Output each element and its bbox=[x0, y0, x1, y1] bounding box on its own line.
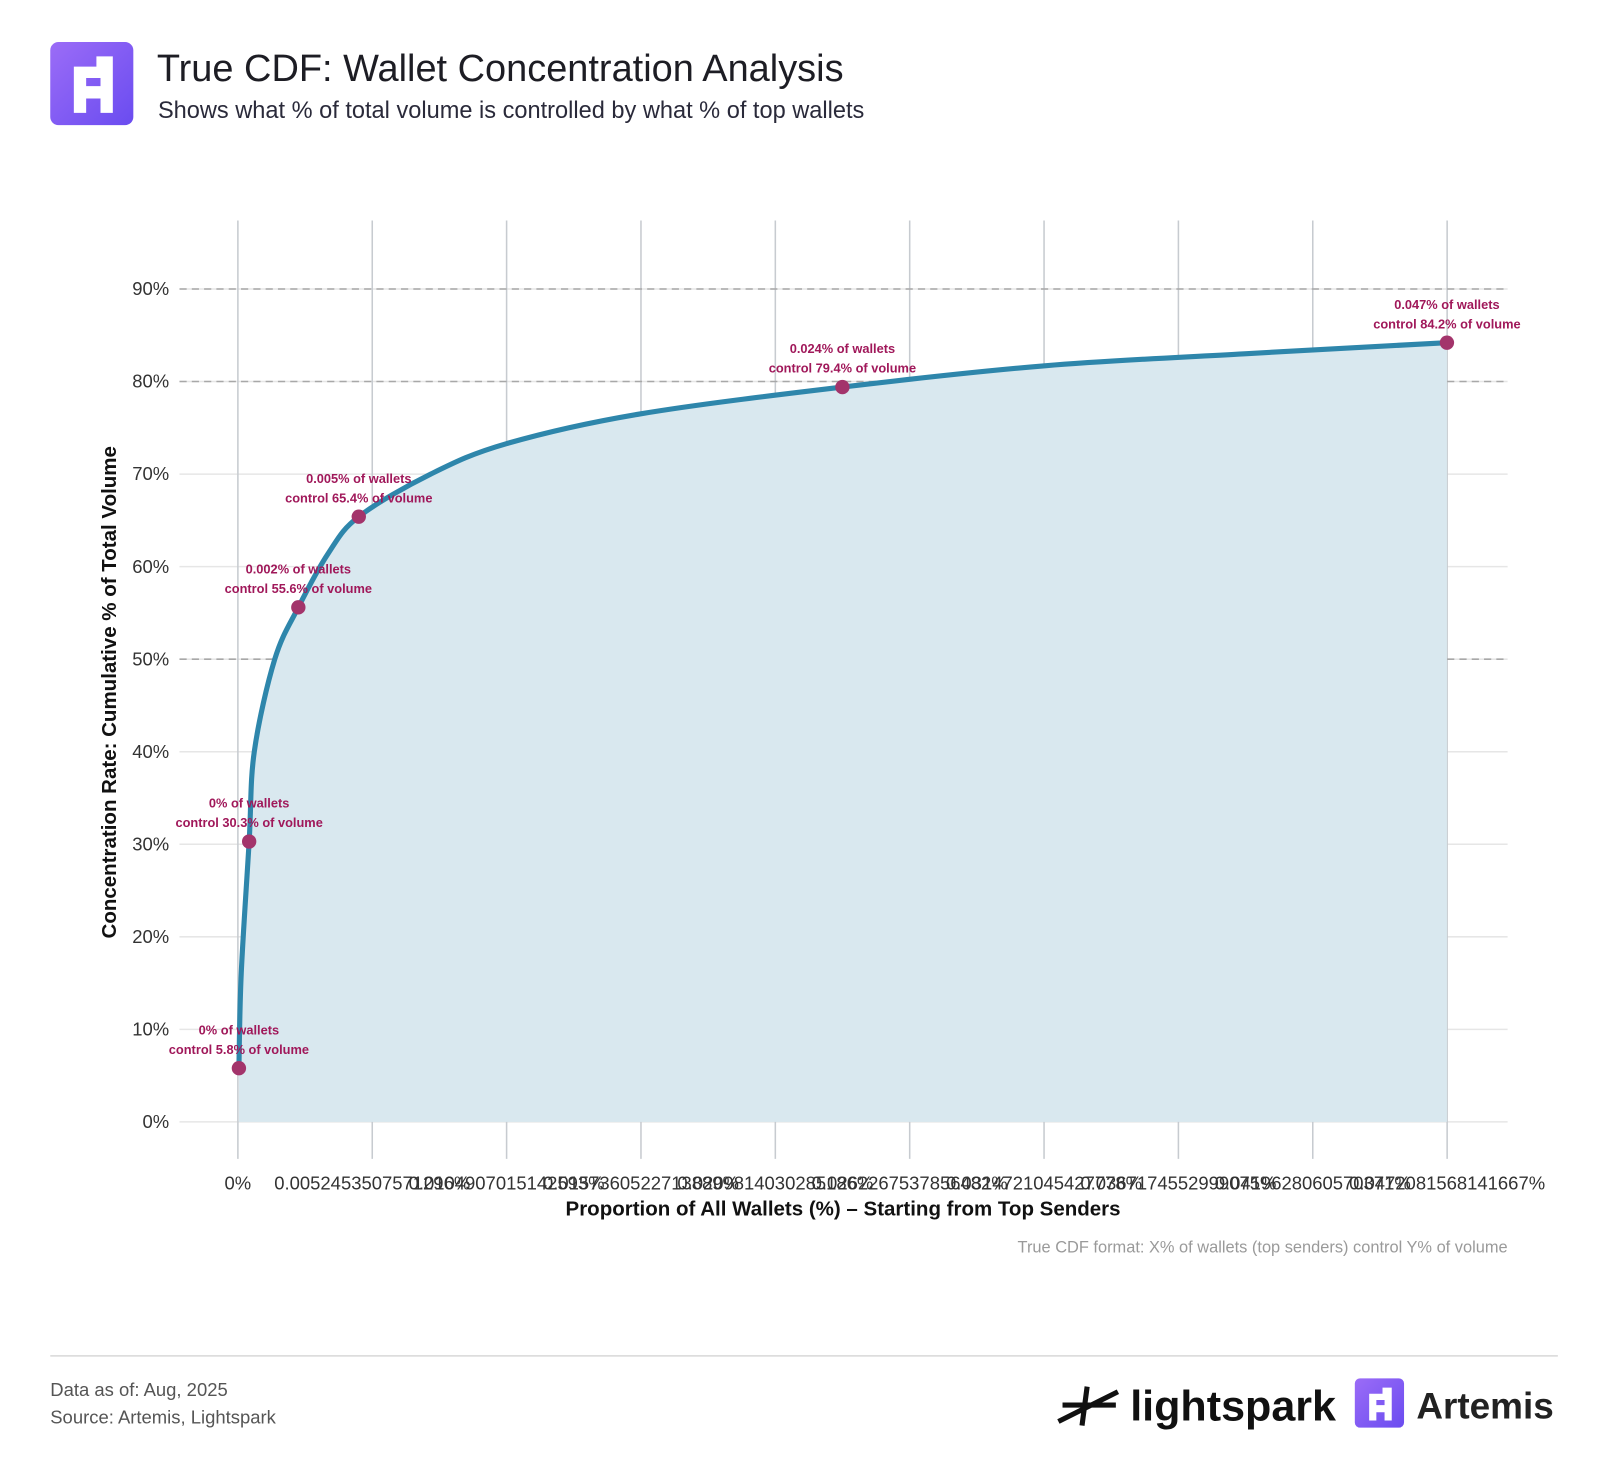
plot: 0% 10% 20% 30% 40% 50% 60% 70% 80% 90% 0% 0.0052453… bbox=[132, 220, 1545, 1194]
header-logo bbox=[50, 42, 134, 126]
lightspark-brand: lightspark bbox=[1130, 1382, 1336, 1430]
x-tick-label: 0.0262267537856482% bbox=[812, 1173, 1008, 1194]
annotation-label: 0.005% of wallets bbox=[306, 471, 411, 486]
annotation-label: 0.047% of wallets bbox=[1394, 297, 1499, 312]
y-tick-label: 20% bbox=[132, 926, 169, 947]
artemis-brand: Artemis bbox=[1416, 1385, 1553, 1426]
annotation-point bbox=[291, 600, 306, 615]
annotation-label: control 5.8% of volume bbox=[169, 1042, 309, 1057]
annotation-point bbox=[351, 509, 366, 524]
x-tick-label: 0.0314721045427778% bbox=[946, 1173, 1142, 1194]
x-tick-label: 0.0104907015142593% bbox=[409, 1173, 605, 1194]
x-tick-label: 0.0209814030285186% bbox=[677, 1173, 873, 1194]
annotation-label: control 30.3% of volume bbox=[175, 815, 322, 830]
subtitle: Shows what % of total volume is controll… bbox=[158, 97, 864, 123]
lightspark-logo-icon bbox=[1057, 1386, 1120, 1426]
y-tick-label: 70% bbox=[132, 463, 169, 484]
annotation-label: 0.024% of wallets bbox=[790, 341, 895, 356]
y-tick-label: 60% bbox=[132, 556, 169, 577]
cdf-line bbox=[236, 340, 1450, 1071]
artemis-logo-icon bbox=[1354, 1378, 1405, 1428]
footer-source: Source: Artemis, Lightspark bbox=[50, 1407, 276, 1428]
y-tick-label: 50% bbox=[132, 648, 169, 669]
annotation-point bbox=[835, 379, 850, 395]
x-tick-label: 0.0052453507571296% bbox=[274, 1173, 470, 1194]
annotation-point bbox=[1439, 335, 1455, 350]
annotation-label: control 55.6% of volume bbox=[225, 581, 372, 596]
title: True CDF: Wallet Concentration Analysis bbox=[157, 48, 844, 90]
footer-date: Data as of: Aug, 2025 bbox=[50, 1379, 228, 1400]
annotation-point bbox=[231, 1061, 247, 1076]
y-tick-label: 10% bbox=[132, 1019, 169, 1040]
y-axis-title: Concentration Rate: Cumulative % of Tota… bbox=[98, 446, 121, 938]
y-tick-label: 30% bbox=[132, 833, 169, 854]
y-tick-label: 0% bbox=[143, 1111, 170, 1132]
y-tick-label: 80% bbox=[132, 371, 169, 392]
x-tick-label: 0% bbox=[225, 1173, 252, 1194]
y-tick-label: 40% bbox=[132, 741, 169, 762]
x-tick-label: 0.0419628060570371% bbox=[1215, 1173, 1411, 1194]
y-tick-label: 90% bbox=[132, 278, 169, 299]
annotation-label: 0.002% of wallets bbox=[246, 562, 351, 577]
annotation-label: 0% of wallets bbox=[199, 1022, 279, 1037]
x-tick-label: 0.0157360522713889% bbox=[543, 1173, 739, 1194]
annotation-label: control 79.4% of volume bbox=[769, 361, 916, 376]
area-fill bbox=[238, 342, 1447, 1122]
x-tick-label: 0.0472081568141667% bbox=[1349, 1173, 1545, 1194]
annotation-label: 0% of wallets bbox=[209, 796, 289, 811]
x-tick-label: 0.0367174552999075% bbox=[1080, 1173, 1276, 1194]
chart-note: True CDF format: X% of wallets (top send… bbox=[1018, 1238, 1508, 1256]
x-axis-title: Proportion of All Wallets (%) – Starting… bbox=[566, 1197, 1121, 1220]
annotation-label: control 65.4% of volume bbox=[285, 490, 432, 505]
layout: True CDF: Wallet Concentration Analysis … bbox=[50, 42, 1558, 1430]
annotation-point bbox=[241, 834, 257, 849]
annotation-label: control 84.2% of volume bbox=[1373, 316, 1520, 331]
